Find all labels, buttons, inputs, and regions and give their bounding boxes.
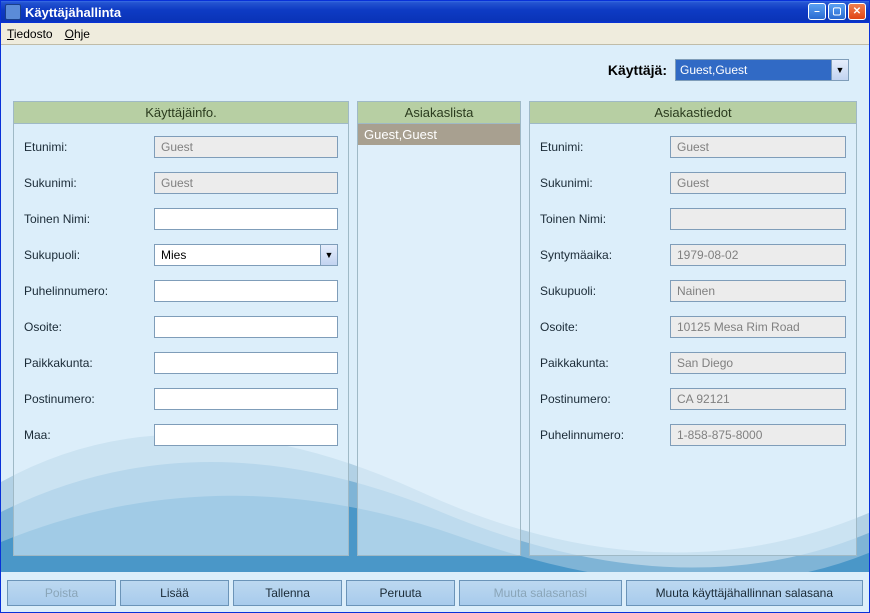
clientinfo-city-label: Paikkakunta: bbox=[540, 356, 670, 370]
userinfo-phone-field[interactable] bbox=[154, 280, 338, 302]
clientinfo-header: Asiakastiedot bbox=[530, 102, 856, 124]
userinfo-header: Käyttäjäinfo. bbox=[14, 102, 348, 124]
clientlist-header: Asiakaslista bbox=[358, 102, 520, 124]
userinfo-address-field[interactable] bbox=[154, 316, 338, 338]
user-selector-label: Käyttäjä: bbox=[608, 62, 667, 78]
clientinfo-lastname-label: Sukunimi: bbox=[540, 176, 670, 190]
clientinfo-birthdate-label: Syntymäaika: bbox=[540, 248, 670, 262]
userinfo-lastname-label: Sukunimi: bbox=[24, 176, 154, 190]
chevron-down-icon: ▼ bbox=[831, 60, 848, 80]
userinfo-othername-label: Toinen Nimi: bbox=[24, 212, 154, 226]
clientinfo-othername-label: Toinen Nimi: bbox=[540, 212, 670, 226]
maximize-button[interactable]: ▢ bbox=[828, 3, 846, 20]
clientinfo-address-label: Osoite: bbox=[540, 320, 670, 334]
save-button[interactable]: Tallenna bbox=[233, 580, 342, 606]
clientinfo-gender-field[interactable] bbox=[670, 280, 846, 302]
clientlist-panel: Asiakaslista Guest,Guest bbox=[357, 101, 521, 556]
clientinfo-othername-field[interactable] bbox=[670, 208, 846, 230]
change-my-pw-button[interactable]: Muuta salasanasi bbox=[459, 580, 622, 606]
clientinfo-lastname-field[interactable] bbox=[670, 172, 846, 194]
clientinfo-postal-label: Postinumero: bbox=[540, 392, 670, 406]
userinfo-panel: Käyttäjäinfo. Etunimi: Sukunimi: Toinen … bbox=[13, 101, 349, 556]
userinfo-address-label: Osoite: bbox=[24, 320, 154, 334]
userinfo-country-field[interactable] bbox=[154, 424, 338, 446]
userinfo-lastname-field[interactable] bbox=[154, 172, 338, 194]
clientinfo-panel: Asiakastiedot Etunimi: Sukunimi: Toinen … bbox=[529, 101, 857, 556]
bottom-toolbar: Poista Lisää Tallenna Peruuta Muuta sala… bbox=[7, 580, 863, 606]
userinfo-firstname-field[interactable] bbox=[154, 136, 338, 158]
userinfo-postal-field[interactable] bbox=[154, 388, 338, 410]
cancel-button[interactable]: Peruuta bbox=[346, 580, 455, 606]
clientinfo-address-field[interactable] bbox=[670, 316, 846, 338]
change-admin-pw-button[interactable]: Muuta käyttäjähallinnan salasana bbox=[626, 580, 863, 606]
menu-help[interactable]: Ohje bbox=[65, 27, 90, 41]
clientinfo-firstname-label: Etunimi: bbox=[540, 140, 670, 154]
minimize-button[interactable]: – bbox=[808, 3, 826, 20]
clientinfo-firstname-field[interactable] bbox=[670, 136, 846, 158]
chevron-down-icon: ▼ bbox=[320, 245, 337, 265]
clientinfo-birthdate-field[interactable] bbox=[670, 244, 846, 266]
userinfo-phone-label: Puhelinnumero: bbox=[24, 284, 154, 298]
userinfo-city-label: Paikkakunta: bbox=[24, 356, 154, 370]
clientinfo-gender-label: Sukupuoli: bbox=[540, 284, 670, 298]
userinfo-city-field[interactable] bbox=[154, 352, 338, 374]
userinfo-gender-select[interactable]: Mies ▼ bbox=[154, 244, 338, 266]
delete-button[interactable]: Poista bbox=[7, 580, 116, 606]
clientinfo-postal-field[interactable] bbox=[670, 388, 846, 410]
user-selector-row: Käyttäjä: Guest,Guest ▼ bbox=[608, 59, 849, 81]
add-button[interactable]: Lisää bbox=[120, 580, 229, 606]
userinfo-gender-value: Mies bbox=[155, 248, 320, 262]
app-icon bbox=[5, 4, 21, 20]
user-selector-combo[interactable]: Guest,Guest ▼ bbox=[675, 59, 849, 81]
clientinfo-phone-field[interactable] bbox=[670, 424, 846, 446]
menu-file[interactable]: Tiedosto bbox=[7, 27, 53, 41]
client-area: Käyttäjä: Guest,Guest ▼ Käyttäjäinfo. Et… bbox=[1, 45, 869, 612]
app-window: Käyttäjähallinta – ▢ ✕ Tiedosto Ohje Käy… bbox=[0, 0, 870, 613]
userinfo-othername-field[interactable] bbox=[154, 208, 338, 230]
clientinfo-city-field[interactable] bbox=[670, 352, 846, 374]
list-item[interactable]: Guest,Guest bbox=[358, 124, 520, 145]
userinfo-firstname-label: Etunimi: bbox=[24, 140, 154, 154]
userinfo-country-label: Maa: bbox=[24, 428, 154, 442]
window-title: Käyttäjähallinta bbox=[25, 5, 121, 20]
close-button[interactable]: ✕ bbox=[848, 3, 866, 20]
titlebar: Käyttäjähallinta – ▢ ✕ bbox=[1, 1, 869, 23]
userinfo-gender-label: Sukupuoli: bbox=[24, 248, 154, 262]
user-selector-value: Guest,Guest bbox=[676, 60, 831, 80]
clientinfo-phone-label: Puhelinnumero: bbox=[540, 428, 670, 442]
userinfo-postal-label: Postinumero: bbox=[24, 392, 154, 406]
clientlist-listbox[interactable]: Guest,Guest bbox=[358, 124, 520, 555]
menubar: Tiedosto Ohje bbox=[1, 23, 869, 45]
